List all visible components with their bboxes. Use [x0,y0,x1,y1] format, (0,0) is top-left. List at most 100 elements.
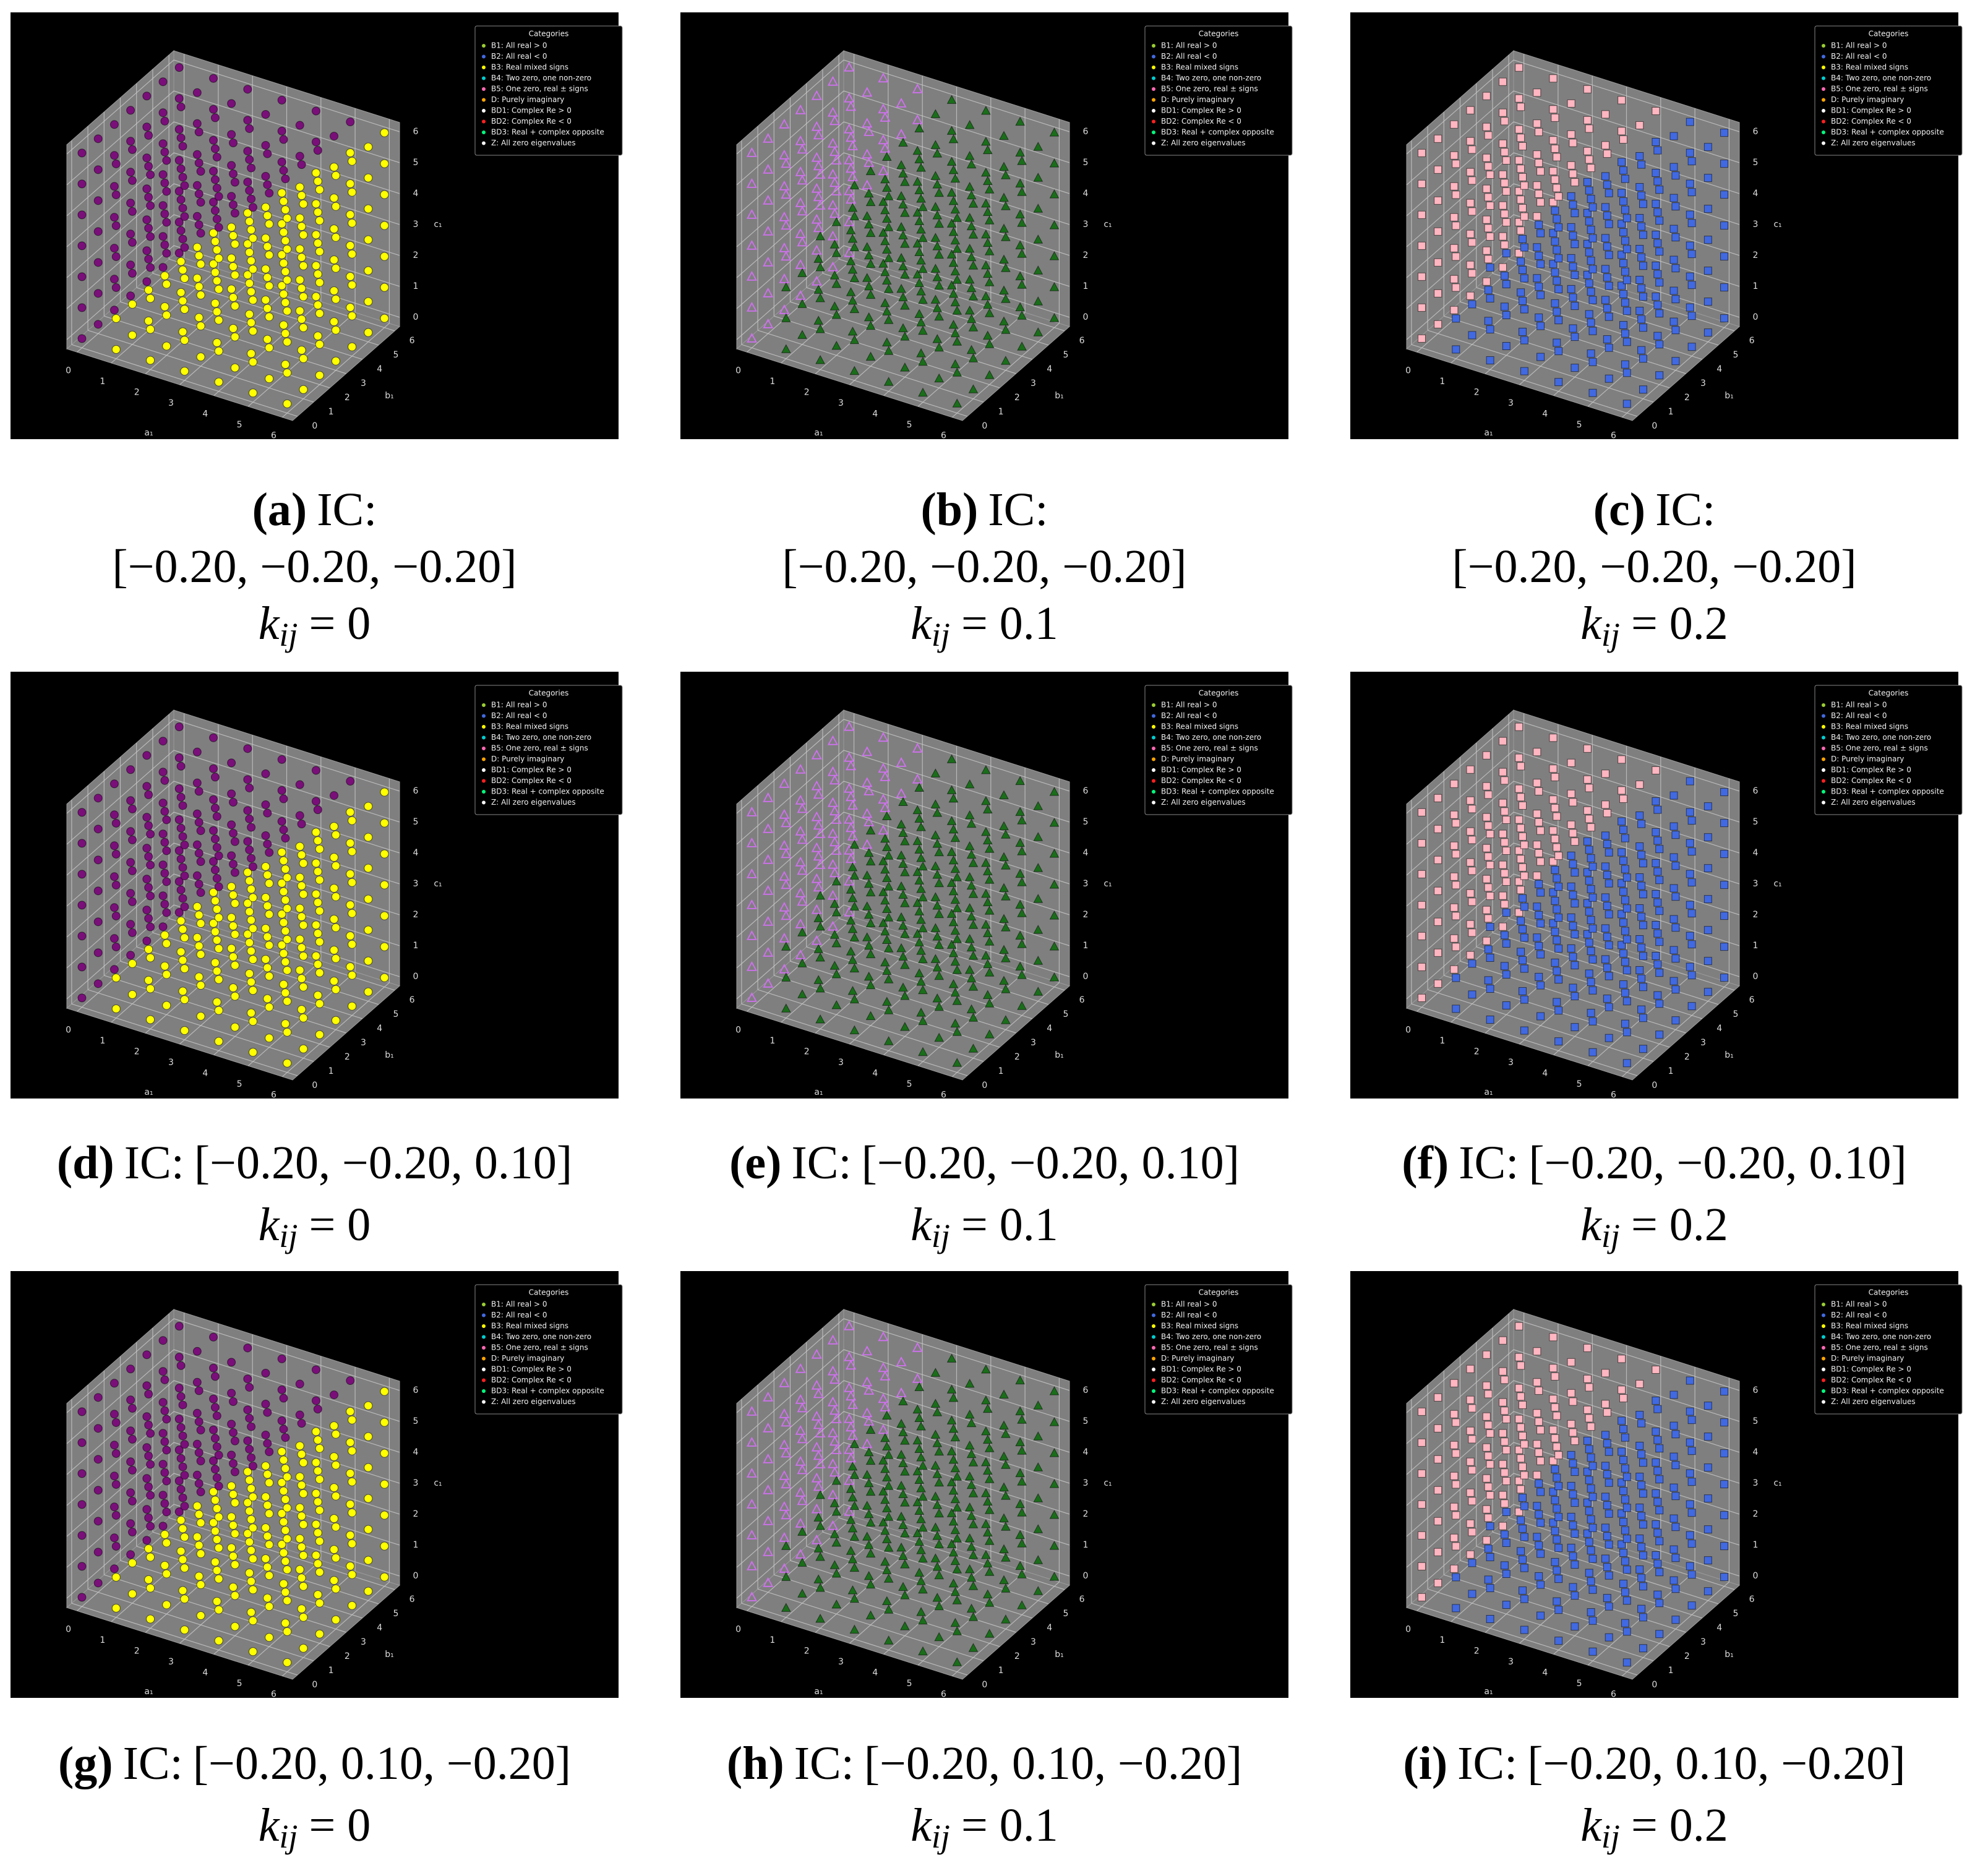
point [277,1509,286,1518]
grid-line [66,1349,174,1444]
point [1515,125,1523,134]
point [950,266,961,276]
point [831,340,842,350]
grid-line [66,152,174,247]
point [297,881,306,891]
point [160,1499,169,1508]
point [178,925,187,934]
point [77,334,87,343]
point [999,944,1009,954]
point [815,293,825,302]
point [948,257,959,267]
point [864,157,875,167]
point [815,262,825,272]
point [900,1467,910,1476]
caption-vector: [−0.20, −0.20, −0.20] [782,541,1186,593]
point [1001,325,1011,334]
point [746,1406,758,1416]
point [162,846,171,855]
point [1033,956,1043,965]
point [1017,1446,1027,1455]
point [781,1603,791,1612]
x-tick-label: 6 [941,1690,946,1700]
point [1622,873,1631,882]
point [126,827,135,836]
legend-marker [482,735,486,740]
point [1639,200,1647,208]
point [1553,246,1561,254]
point [966,1572,977,1582]
point [1466,951,1475,959]
point [898,797,908,806]
point [864,1447,874,1457]
point [1015,147,1026,157]
point [364,1463,373,1472]
point [898,1396,908,1405]
legend-marker [482,790,486,794]
point [247,1608,256,1617]
point [210,299,220,308]
point [779,870,790,881]
point [847,202,858,212]
point [1551,1403,1559,1411]
point [346,303,355,312]
legend-marker [1152,790,1155,794]
point [142,1443,152,1452]
point [227,913,236,922]
point [77,1562,87,1571]
point [999,1544,1009,1554]
point [1533,872,1541,880]
point [1502,877,1511,886]
point [348,816,357,825]
point [844,185,855,195]
point [77,993,87,1003]
grid-line [736,719,844,814]
point [1605,1602,1613,1611]
point [1049,127,1060,137]
point [1669,286,1678,295]
point [1720,788,1729,797]
point [1588,1048,1597,1056]
point [261,171,270,181]
point [77,241,87,251]
x-tick-label: 1 [100,377,105,387]
point [1720,1387,1729,1396]
point [795,1394,806,1404]
point [261,1430,270,1439]
point [180,1026,189,1035]
point [196,950,205,959]
point [77,932,87,941]
point [878,165,889,176]
point [1518,265,1527,274]
point [1434,855,1442,864]
y-tick-label: 4 [1716,364,1722,374]
point [214,1605,223,1614]
caption-ic: IC: [794,1737,854,1789]
point [1535,818,1543,826]
grid-line [843,750,1070,823]
point [896,943,906,953]
point [763,1577,774,1587]
point [227,944,236,953]
legend-label: Z: All zero eigenvalues [1831,798,1916,807]
point [1417,272,1426,281]
point [299,1044,308,1053]
legend-label: D: Purely imaginary [1161,755,1234,763]
point [1635,276,1644,285]
y-axis-label: b₁ [1725,1650,1734,1660]
point [174,218,184,227]
point [779,1531,790,1542]
point [1553,215,1561,223]
point [746,178,758,188]
point [1588,893,1597,902]
y-tick-label: 3 [1031,1038,1036,1048]
point [245,814,254,823]
point [831,938,842,948]
point [1587,1546,1595,1555]
point [844,752,855,762]
point [932,1593,943,1602]
point [916,1607,926,1616]
grid-line [66,245,174,340]
legend-marker [482,1368,486,1371]
point [883,315,894,324]
